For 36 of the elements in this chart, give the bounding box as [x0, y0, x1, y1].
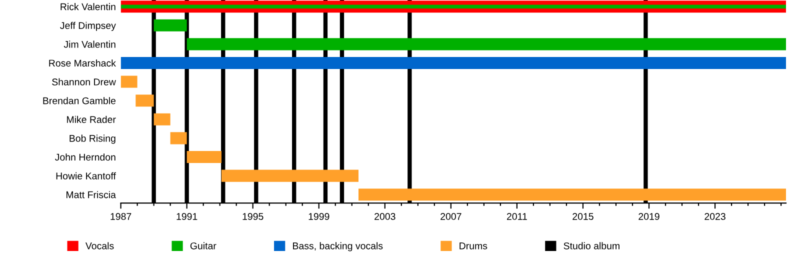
y-tick-label: Bob Rising — [70, 134, 116, 144]
x-tick-label: 1987 — [110, 213, 132, 220]
legend-label: Guitar — [190, 242, 216, 250]
y-tick-label: Howie Kantoff — [56, 172, 116, 180]
legend-label: Bass, backing vocals — [293, 242, 383, 252]
x-tick-label: 2007 — [440, 213, 462, 220]
bar — [186, 150, 222, 164]
bar — [120, 76, 138, 88]
bar — [136, 94, 154, 107]
bar — [170, 132, 187, 144]
y-tick-label: Shannon Drew — [52, 78, 116, 86]
y-tick-label: Jim Valentin — [64, 40, 116, 48]
bar — [186, 38, 786, 50]
y-tick-label: Brendan Gamble — [43, 97, 116, 104]
y-tick-label: Matt Friscia — [66, 191, 116, 198]
x-tick-label: 2015 — [572, 213, 594, 220]
y-tick-label: John Herndon — [55, 153, 116, 161]
legend-label: Studio album — [564, 242, 620, 250]
legend-label: Vocals — [85, 242, 114, 250]
legend-label: Drums — [460, 242, 488, 250]
x-tick-label: 2011 — [506, 213, 527, 220]
x-tick-label: 1999 — [308, 213, 330, 220]
y-tick-label: Jeff Dimpsey — [60, 22, 116, 31]
x-tick-label: 2023 — [704, 213, 726, 220]
bar — [358, 188, 786, 201]
x-tick-label: 1995 — [242, 213, 264, 220]
bar — [120, 56, 786, 70]
x-tick-label: 2019 — [638, 213, 660, 220]
bar — [154, 113, 170, 126]
y-tick-label: Mike Rader — [67, 116, 116, 124]
y-tick-label: Rose Marshack — [49, 59, 116, 67]
y-tick-label: Rick Valentin — [60, 3, 116, 10]
x-tick-label: 2003 — [374, 213, 396, 220]
bar — [221, 170, 358, 182]
x-tick-label: 1991 — [176, 213, 198, 220]
bar — [154, 19, 187, 32]
